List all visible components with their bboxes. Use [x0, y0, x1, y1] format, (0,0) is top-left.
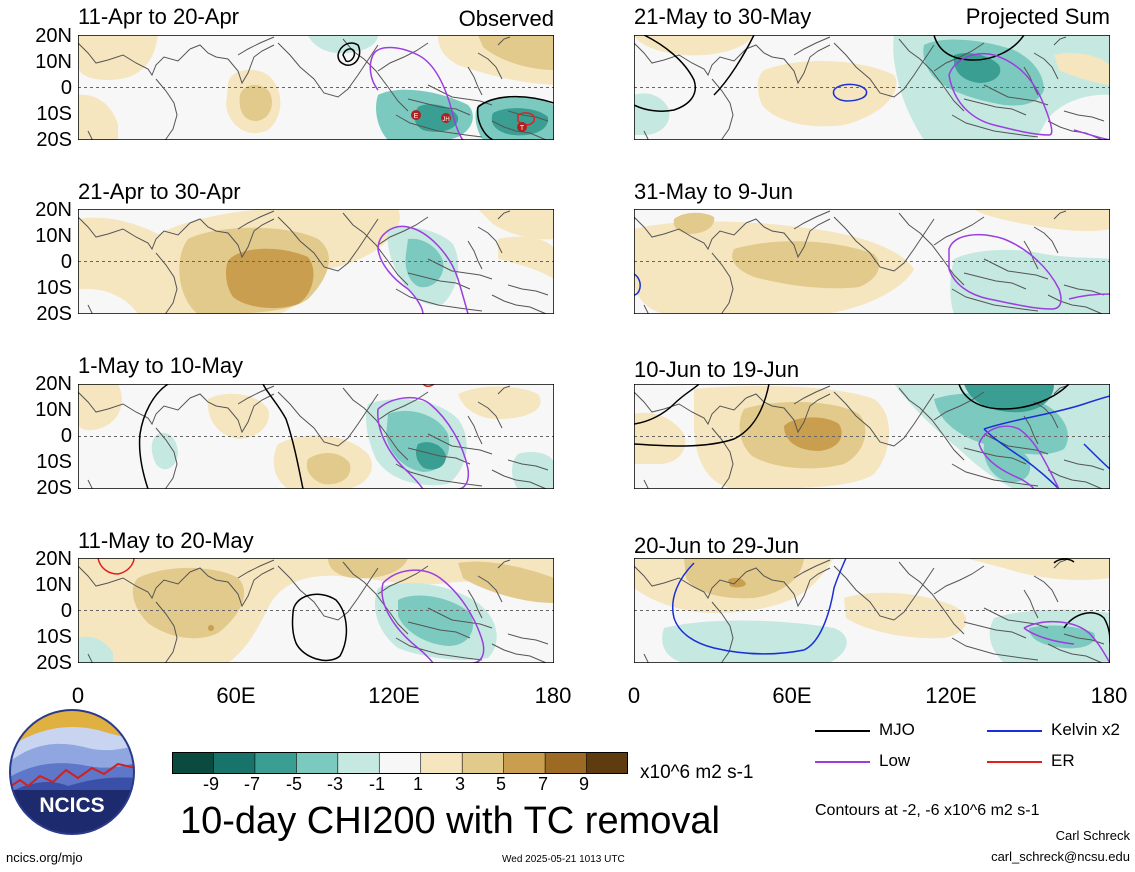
tc-marker-e: E — [411, 110, 421, 120]
lat-label-10s: 10S — [36, 626, 72, 648]
lat-label-10s: 10S — [36, 451, 72, 473]
colorbar-tick: 3 — [454, 774, 465, 794]
lat-label-eq: 0 — [60, 425, 72, 447]
lat-label-10n: 10N — [35, 574, 72, 596]
legend-label-er: ER — [1051, 751, 1075, 770]
colorbar-tick: -5 — [285, 774, 302, 794]
lat-label-20n: 20N — [35, 373, 72, 395]
panel-title-1: 11-Apr to 20-Apr — [78, 4, 240, 29]
lat-label-eq: 0 — [60, 251, 72, 273]
colorbar-swatch — [586, 752, 628, 774]
colorbar-swatch — [503, 752, 546, 774]
panel-title-4: 11-May to 20-May — [78, 528, 254, 553]
panel-title-8: 20-Jun to 29-Jun — [634, 533, 800, 558]
lat-label-20s: 20S — [36, 303, 72, 325]
colorbar-swatch — [172, 752, 215, 774]
author: Carl Schreck — [1055, 828, 1130, 843]
legend: MJO Kelvin x2 Low ER — [815, 720, 1135, 782]
legend-swatch-low — [815, 761, 870, 763]
colorbar-tick: 9 — [578, 774, 589, 794]
legend-swatch-er — [987, 761, 1042, 763]
lat-label-20n: 20N — [35, 548, 72, 570]
colorbar-swatch — [461, 752, 505, 774]
svg-text:JH: JH — [442, 117, 449, 123]
legend-label-low: Low — [879, 751, 911, 770]
tc-marker-jh: JH — [441, 113, 451, 123]
timestamp: Wed 2025-05-21 1013 UTC — [502, 854, 625, 865]
lat-label-20n: 20N — [35, 199, 72, 221]
colorbar-tick: 7 — [537, 774, 548, 794]
lon-label-60e: 60E — [216, 683, 256, 708]
lat-label-10n: 10N — [35, 51, 72, 73]
tc-marker-t: T — [517, 122, 527, 132]
colorbar-tick: 1 — [412, 774, 423, 794]
colorbar-units: x10^6 m2 s-1 — [640, 762, 754, 783]
lat-label-10s: 10S — [36, 103, 72, 125]
colorbar-tick: -7 — [243, 774, 260, 794]
colorbar-swatch — [254, 752, 298, 774]
panel-title-7: 10-Jun to 19-Jun — [634, 357, 800, 382]
projected-label: Projected Sum — [965, 4, 1110, 29]
observed-label: Observed — [458, 6, 554, 31]
lon-label-180: 180 — [534, 683, 572, 708]
legend-label-kelvin: Kelvin x2 — [1051, 720, 1120, 739]
colorbar-swatch — [296, 752, 339, 774]
svg-text:T: T — [520, 125, 525, 132]
map-panel-5 — [634, 35, 1110, 140]
lon-label-120e: 120E — [925, 683, 977, 708]
colorbar-tick: -1 — [368, 774, 385, 794]
map-panel-2 — [78, 209, 554, 314]
panel-title-6: 31-May to 9-Jun — [634, 179, 793, 204]
lon-label-180: 180 — [1090, 683, 1128, 708]
lat-label-10s: 10S — [36, 277, 72, 299]
main-title: 10-day CHI200 with TC removal — [180, 800, 720, 842]
map-panel-8 — [634, 558, 1110, 663]
lon-label-60e: 60E — [772, 683, 812, 708]
colorbar-swatch — [544, 752, 588, 774]
panel-title-2: 21-Apr to 30-Apr — [78, 179, 241, 204]
site-url[interactable]: ncics.org/mjo — [6, 850, 83, 865]
colorbar-swatch — [378, 752, 422, 774]
lon-label-0: 0 — [627, 683, 641, 708]
legend-swatch-mjo — [815, 730, 870, 732]
map-panel-1: E JH T — [78, 35, 554, 140]
colorbar-swatch — [420, 752, 463, 774]
map-panel-4 — [78, 558, 554, 663]
colorbar — [172, 752, 628, 774]
colorbar-tick: -3 — [326, 774, 343, 794]
lon-label-0: 0 — [71, 683, 85, 708]
lat-label-20n: 20N — [35, 25, 72, 47]
legend-label-mjo: MJO — [879, 720, 915, 739]
svg-text:E: E — [414, 113, 419, 120]
author-email[interactable]: carl_schreck@ncsu.edu — [991, 849, 1130, 864]
map-panel-3 — [78, 384, 554, 489]
logo-text: NCICS — [39, 794, 104, 817]
colorbar-swatch — [337, 752, 381, 774]
map-panel-6 — [634, 209, 1110, 314]
lat-label-20s: 20S — [36, 477, 72, 499]
legend-swatch-kelvin — [987, 730, 1042, 732]
lat-label-eq: 0 — [60, 77, 72, 99]
lat-label-10n: 10N — [35, 225, 72, 247]
lat-label-eq: 0 — [60, 600, 72, 622]
lon-label-120e: 120E — [368, 683, 420, 708]
colorbar-tick: 5 — [495, 774, 506, 794]
lat-label-10n: 10N — [35, 399, 72, 421]
map-panel-7 — [634, 384, 1110, 489]
colorbar-swatch — [213, 752, 256, 774]
panel-title-3: 1-May to 10-May — [78, 353, 244, 378]
colorbar-tick: -9 — [202, 774, 219, 794]
panel-title-5: 21-May to 30-May — [634, 4, 812, 29]
lat-label-20s: 20S — [36, 129, 72, 151]
lat-label-20s: 20S — [36, 652, 72, 674]
ncics-logo: NCICS — [9, 709, 135, 835]
contours-note: Contours at -2, -6 x10^6 m2 s-1 — [815, 802, 1040, 819]
